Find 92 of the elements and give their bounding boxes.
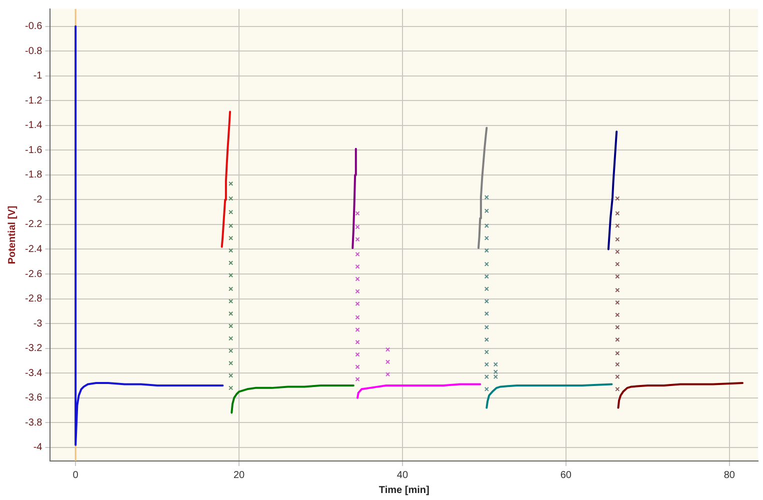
point [484,350,489,354]
point [355,276,360,282]
point [615,300,620,305]
x-tick-label: 80 [724,470,736,481]
y-tick-label: -2 [33,194,43,206]
point [228,360,234,366]
point [484,236,489,240]
y-tick-label: -3.8 [24,417,43,428]
point [615,386,620,392]
point [484,248,489,253]
point [228,272,234,278]
x-tick-label: 20 [233,470,246,481]
point [355,224,360,230]
point [355,315,360,320]
y-tick-label: -0.6 [24,21,43,32]
point [484,298,489,304]
point [615,196,620,201]
point [615,288,620,292]
point [386,372,390,377]
point [484,362,489,367]
point [228,196,234,201]
y-tick-label: -1 [33,70,43,82]
x-tick-label: 40 [396,470,408,481]
point [355,211,360,216]
y-tick-label: -2.4 [24,244,43,255]
point [355,237,360,242]
y-tick-label: -2.6 [24,268,43,280]
y-tick-label: -4 [33,442,43,454]
point [228,286,234,292]
point [615,237,620,242]
point [228,181,234,186]
point [355,364,360,370]
y-axis-title: Potential [V] [6,206,18,264]
point [355,289,360,294]
point [484,194,489,200]
point [615,274,620,279]
y-tick-label: -2.2 [24,219,43,230]
point [355,340,360,344]
point [355,301,360,306]
y-tick-label: -1.2 [24,95,43,106]
point [228,373,234,378]
point [615,211,620,216]
point [228,236,234,240]
y-tick-label: -1.8 [24,170,43,181]
x-axis-title: Time [min] [378,484,430,496]
y-tick-label: -3 [33,318,43,330]
point [615,223,620,228]
point [355,377,360,382]
point [228,324,234,328]
point [386,347,390,352]
point [615,362,620,367]
point [228,386,234,390]
point [228,210,234,214]
point [355,327,360,332]
point [484,374,489,380]
point [484,274,489,279]
point [484,286,489,292]
point [228,260,234,266]
point [615,350,620,356]
y-tick-label: -2.8 [24,294,43,305]
y-tick-label: -0.8 [24,46,43,57]
point [493,362,498,367]
point [228,348,234,354]
point [484,223,489,228]
point [484,208,489,214]
y-tick-label: -3.6 [24,392,43,404]
y-tick-label: -1.4 [24,120,43,132]
point [228,298,234,304]
point [484,337,489,342]
y-tick-label: -1.6 [24,144,43,156]
x-tick-label: 60 [560,470,572,481]
point [355,352,360,357]
point [615,374,620,380]
point [228,311,234,316]
point [386,360,390,364]
y-tick-label: -3.4 [24,368,43,379]
point [355,252,360,256]
point [615,249,620,254]
y-tick-label: -3.2 [24,343,43,354]
point [615,262,620,266]
point [615,324,620,330]
point [484,311,489,316]
point [228,248,234,253]
point [615,337,620,342]
point [484,386,489,392]
point [228,223,234,228]
point [615,312,620,318]
point [228,336,234,341]
x-tick-label: 0 [72,470,79,481]
point [484,324,489,330]
point [355,264,360,269]
point [484,262,489,266]
